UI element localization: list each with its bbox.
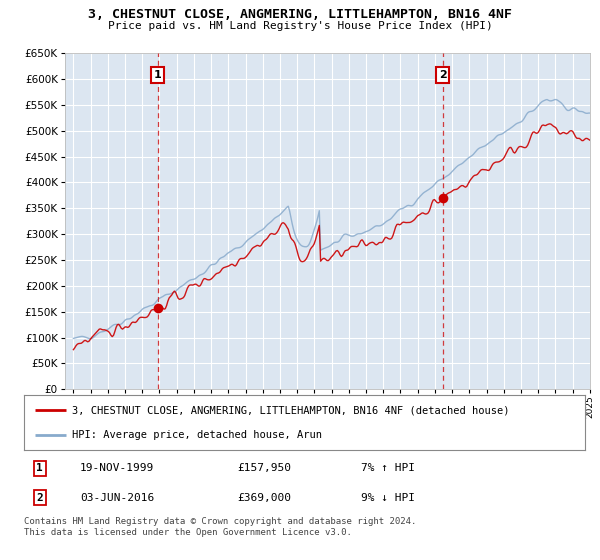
Text: 3, CHESTNUT CLOSE, ANGMERING, LITTLEHAMPTON, BN16 4NF (detached house): 3, CHESTNUT CLOSE, ANGMERING, LITTLEHAMP…: [71, 405, 509, 415]
Text: 2: 2: [37, 493, 43, 503]
Text: 1: 1: [154, 70, 161, 80]
Text: £369,000: £369,000: [237, 493, 291, 503]
Text: 19-NOV-1999: 19-NOV-1999: [80, 463, 154, 473]
Text: 1: 1: [37, 463, 43, 473]
Text: 03-JUN-2016: 03-JUN-2016: [80, 493, 154, 503]
Text: 2: 2: [439, 70, 446, 80]
Text: Price paid vs. HM Land Registry's House Price Index (HPI): Price paid vs. HM Land Registry's House …: [107, 21, 493, 31]
Text: HPI: Average price, detached house, Arun: HPI: Average price, detached house, Arun: [71, 431, 322, 440]
Text: 7% ↑ HPI: 7% ↑ HPI: [361, 463, 415, 473]
Text: Contains HM Land Registry data © Crown copyright and database right 2024.
This d: Contains HM Land Registry data © Crown c…: [24, 517, 416, 537]
Text: 3, CHESTNUT CLOSE, ANGMERING, LITTLEHAMPTON, BN16 4NF: 3, CHESTNUT CLOSE, ANGMERING, LITTLEHAMP…: [88, 8, 512, 21]
Text: £157,950: £157,950: [237, 463, 291, 473]
Text: 9% ↓ HPI: 9% ↓ HPI: [361, 493, 415, 503]
